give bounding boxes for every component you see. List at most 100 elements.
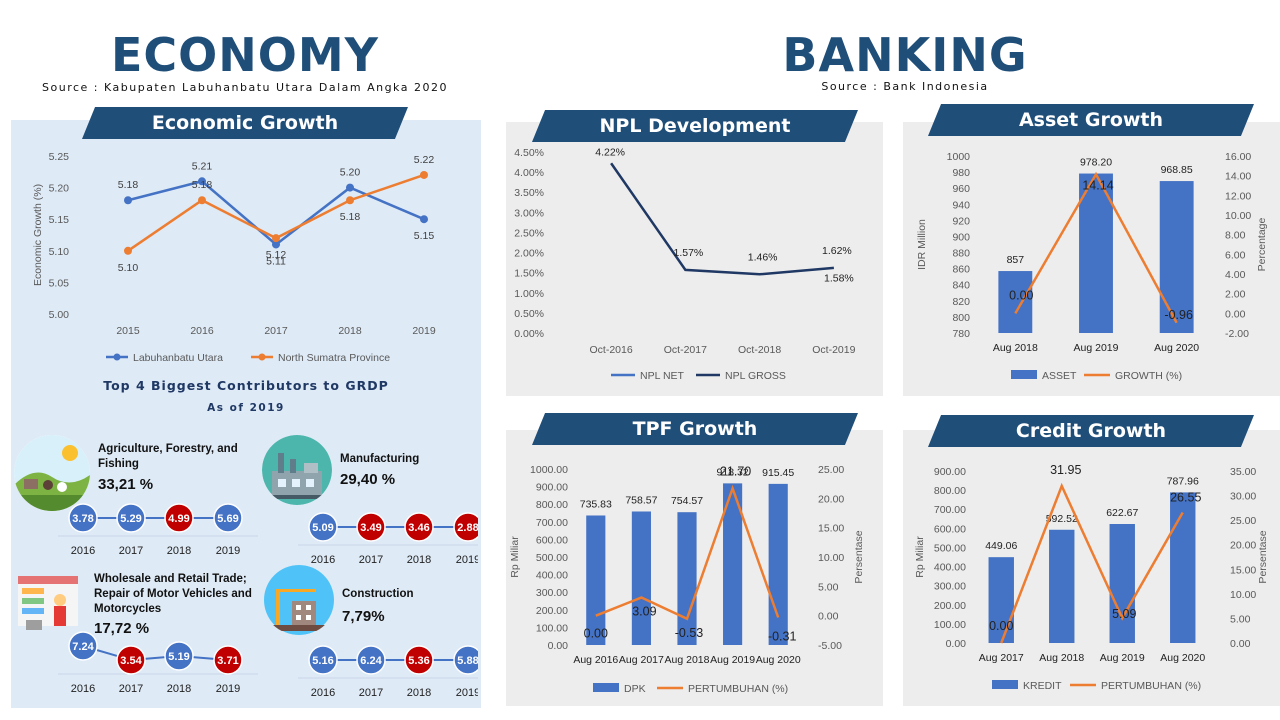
trend-year: 2017 bbox=[119, 545, 143, 557]
line-label: 0.00 bbox=[1009, 288, 1033, 302]
data-point bbox=[198, 177, 206, 186]
trend-year: 2019 bbox=[216, 683, 240, 695]
y2-tick-label: 35.00 bbox=[1230, 466, 1256, 478]
sector-name-agriculture: Agriculture, Forestry, and Fishing bbox=[98, 443, 238, 470]
y-tick-label: 5.15 bbox=[49, 214, 70, 226]
sector-trend-agriculture: 3.78 2016 5.29 2017 4.99 2018 5.69 2019 bbox=[58, 503, 258, 557]
trend-year: 2016 bbox=[71, 683, 95, 695]
trend-year: 2018 bbox=[167, 683, 191, 695]
y-tick-label: 940 bbox=[952, 199, 970, 211]
y-tick-label: 2.00% bbox=[514, 248, 544, 260]
trend-bubble bbox=[453, 512, 478, 542]
y-tick-label: 900.00 bbox=[536, 482, 568, 494]
trend-bubble bbox=[453, 645, 478, 675]
data-point bbox=[272, 234, 280, 243]
npl-panel bbox=[506, 122, 883, 396]
y-tick-label: 0.00 bbox=[946, 638, 967, 650]
data-point bbox=[420, 170, 428, 179]
data-point bbox=[124, 246, 132, 255]
credit-chart: 0.00 100.00 200.00 300.00 400.00 500.00 600.00… bbox=[914, 463, 1269, 692]
trend-year: 2019 bbox=[456, 687, 478, 699]
y-tick-label: 700.00 bbox=[934, 504, 966, 516]
economic-growth-chart: 5.00 5.05 5.10 5.15 5.20 5.25 2015 2016 2017 2018… bbox=[32, 151, 436, 364]
y2-axis-label: Persentase bbox=[1257, 530, 1269, 583]
y-tick-label: 1000 bbox=[947, 151, 971, 163]
y2-tick-label: 20.00 bbox=[818, 493, 844, 505]
trend-bubble bbox=[116, 645, 146, 675]
y2-tick-label: -2.00 bbox=[1225, 328, 1249, 340]
trend-year: 2018 bbox=[407, 687, 431, 699]
x-tick-label: Aug 2020 bbox=[756, 654, 801, 666]
y-tick-label: 100.00 bbox=[934, 619, 966, 631]
x-tick-label: Aug 2016 bbox=[573, 654, 618, 666]
x-tick-label: Oct-2018 bbox=[738, 344, 781, 356]
y-tick-label: 200.00 bbox=[536, 605, 568, 617]
y2-axis-label: Percentage bbox=[1256, 217, 1268, 271]
y2-tick-label: 6.00 bbox=[1225, 249, 1246, 261]
trend-value: 5.69 bbox=[217, 513, 238, 525]
sector-trend-construction: 5.16 2016 6.24 2017 5.36 2018 5.88 2019 bbox=[298, 645, 478, 699]
legend-label: DPK bbox=[624, 683, 646, 695]
trend-year: 2019 bbox=[216, 545, 240, 557]
line-series bbox=[1014, 171, 1178, 324]
line-label: -0.31 bbox=[768, 629, 797, 643]
y-tick-label: 900.00 bbox=[934, 466, 966, 478]
y2-tick-label: 0.00 bbox=[1225, 308, 1246, 320]
x-tick-label: 2016 bbox=[190, 325, 214, 337]
trend-year: 2017 bbox=[119, 683, 143, 695]
line-label: 31.95 bbox=[1050, 463, 1081, 477]
npl-chart: 0.00% 0.50% 1.00% 1.50% 2.00% 2.50% 3.00% 3.50%… bbox=[514, 146, 855, 382]
line-label: -0.53 bbox=[675, 626, 704, 640]
credit-banner: Credit Growth bbox=[928, 415, 1254, 447]
bar-label: 735.83 bbox=[580, 498, 612, 510]
sector-trend-manufacturing: 5.09 2016 3.49 2017 3.46 2018 2.88 2019 bbox=[298, 512, 478, 566]
legend-marker bbox=[113, 353, 121, 361]
legend-label: ASSET bbox=[1042, 370, 1077, 382]
y-tick-label: 920 bbox=[952, 215, 970, 227]
trend-value: 3.54 bbox=[120, 655, 142, 667]
crane-icon bbox=[262, 565, 336, 635]
y-tick-label: 1.00% bbox=[514, 288, 544, 300]
trend-bubble bbox=[164, 641, 194, 671]
line-label: 21.70 bbox=[720, 464, 751, 478]
legend-label: North Sumatra Province bbox=[278, 352, 390, 364]
y2-tick-label: 25.00 bbox=[1230, 515, 1256, 527]
contributors-subtitle: As of 2019 bbox=[207, 402, 285, 414]
y-tick-label: 0.50% bbox=[514, 308, 544, 320]
trend-bubble bbox=[213, 503, 243, 533]
bar bbox=[1109, 524, 1135, 643]
y-tick-label: 500.00 bbox=[934, 542, 966, 554]
trend-value: 7.24 bbox=[72, 641, 94, 653]
y-tick-label: 700.00 bbox=[536, 517, 568, 529]
trend-value: 5.16 bbox=[312, 655, 333, 667]
trend-bubble bbox=[356, 645, 386, 675]
sector-pct-manufacturing: 29,40 % bbox=[340, 471, 396, 488]
y2-tick-label: 14.00 bbox=[1225, 171, 1251, 183]
data-label: 4.22% bbox=[595, 146, 625, 158]
data-point bbox=[272, 240, 280, 249]
trend-value: 5.19 bbox=[168, 651, 189, 663]
trend-year: 2016 bbox=[71, 545, 95, 557]
bar-label: 918.32 bbox=[717, 466, 749, 478]
y-axis-label: Economic Growth (%) bbox=[32, 184, 44, 286]
y-tick-label: 840 bbox=[952, 280, 970, 292]
trend-bubble bbox=[308, 645, 338, 675]
y-tick-label: 5.25 bbox=[49, 151, 70, 163]
y-tick-label: 5.05 bbox=[49, 277, 70, 289]
x-tick-label: Aug 2017 bbox=[619, 654, 664, 666]
legend-label: GROWTH (%) bbox=[1115, 370, 1182, 382]
bar-label: 968.85 bbox=[1161, 164, 1193, 176]
y-tick-label: 100.00 bbox=[536, 622, 568, 634]
x-tick-label: Aug 2018 bbox=[1039, 652, 1084, 664]
data-label: 5.18 bbox=[118, 179, 139, 191]
x-tick-label: Aug 2018 bbox=[665, 654, 710, 666]
trend-bubble bbox=[404, 512, 434, 542]
y2-tick-label: 5.00 bbox=[1230, 613, 1251, 625]
trend-year: 2018 bbox=[167, 545, 191, 557]
data-label: 5.10 bbox=[118, 262, 139, 274]
y2-tick-label: 12.00 bbox=[1225, 190, 1251, 202]
x-tick-label: Aug 2019 bbox=[1100, 652, 1145, 664]
y-tick-label: 4.00% bbox=[514, 167, 544, 179]
bar bbox=[1079, 173, 1113, 333]
trend-year: 2017 bbox=[359, 687, 383, 699]
